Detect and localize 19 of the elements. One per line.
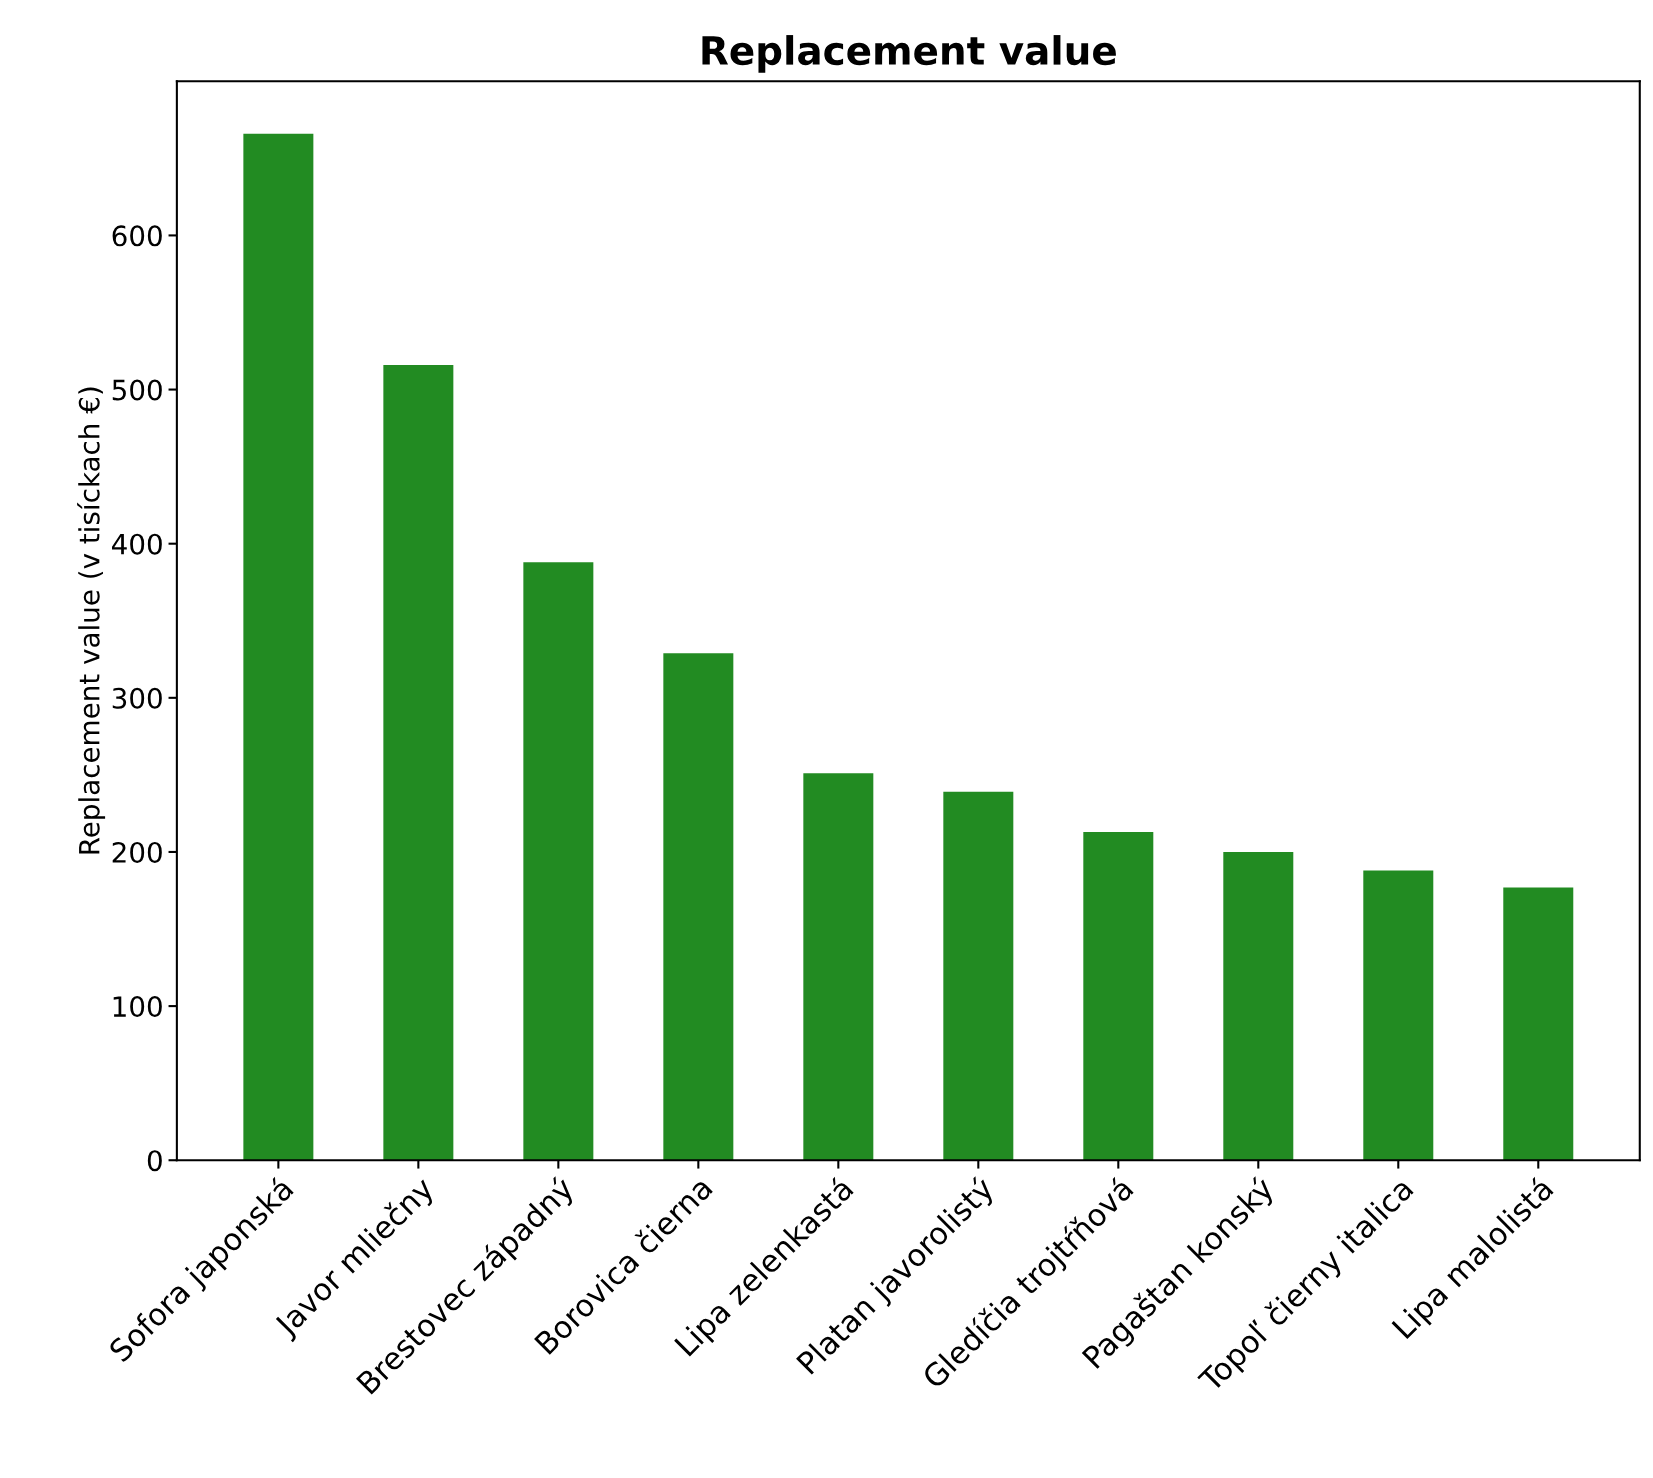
y-tick-label: 200 bbox=[112, 841, 162, 863]
y-tick-label: 300 bbox=[112, 687, 162, 709]
bar bbox=[383, 364, 454, 1161]
chart-title: Replacement value bbox=[702, 35, 1116, 73]
y-tick-label: 600 bbox=[112, 225, 162, 247]
bar bbox=[1083, 831, 1154, 1161]
bar bbox=[243, 133, 314, 1161]
y-tick-label: 400 bbox=[112, 533, 162, 555]
y-tick-label: 100 bbox=[113, 996, 162, 1018]
bar bbox=[803, 773, 874, 1161]
bar bbox=[663, 653, 734, 1161]
bar bbox=[943, 791, 1014, 1161]
y-tick-label: 500 bbox=[112, 379, 162, 401]
bar bbox=[1363, 870, 1434, 1161]
bar bbox=[1223, 851, 1294, 1161]
bar bbox=[523, 562, 594, 1161]
y-tick-label: 0 bbox=[147, 1150, 162, 1172]
y-axis-title: Replacement value (v tisíckach €) bbox=[77, 387, 106, 854]
bar bbox=[1503, 887, 1574, 1161]
